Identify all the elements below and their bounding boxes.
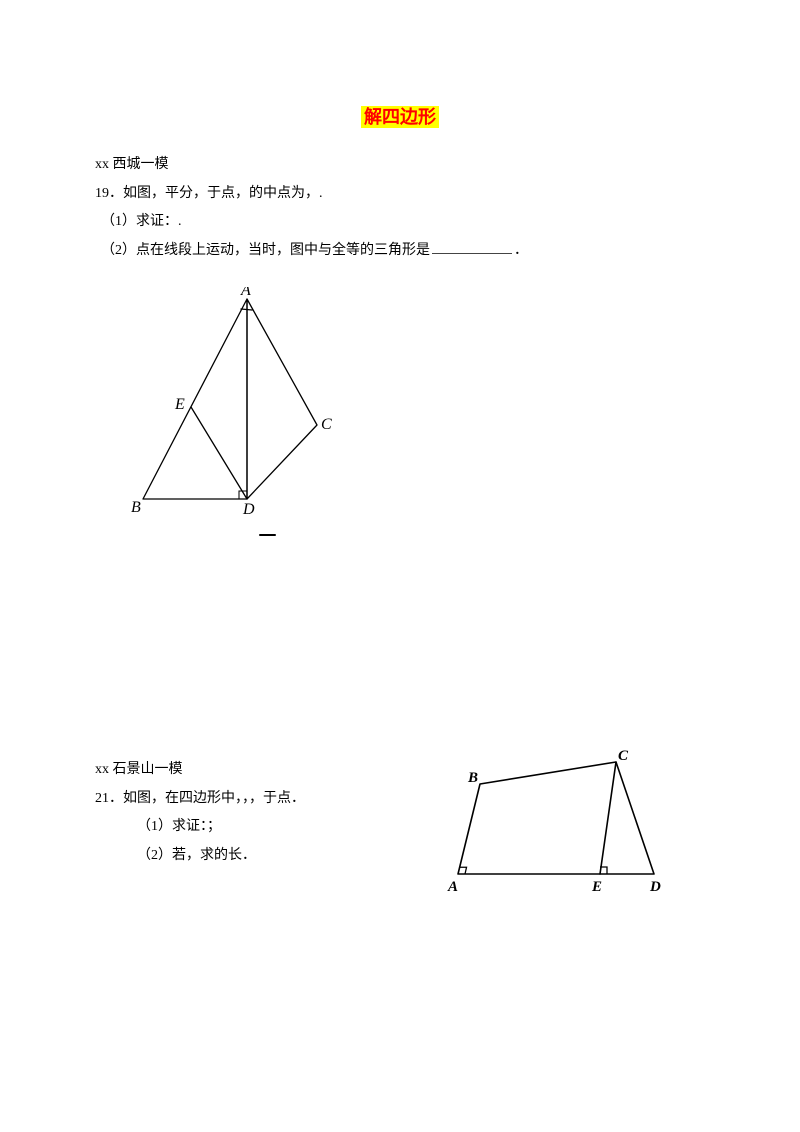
svg-text:C: C bbox=[321, 416, 332, 433]
figure-2: A B C D E bbox=[440, 746, 670, 907]
q1-part2: （2）点在线段上运动，当时，图中与全等的三角形是 ． bbox=[95, 238, 705, 265]
fill-blank bbox=[432, 240, 512, 254]
section1-source: xx 西城一模 bbox=[95, 152, 705, 179]
q1-part2-a: （2）点在线段上运动，当时，图中与全等的三角形是 bbox=[101, 243, 430, 258]
svg-text:A: A bbox=[240, 287, 251, 299]
svg-text:D: D bbox=[242, 501, 255, 518]
figure-1-svg: A B C D E bbox=[125, 287, 355, 547]
svg-text:E: E bbox=[174, 396, 185, 413]
section1-question: 19．如图，平分，于点，的中点为，. bbox=[95, 181, 705, 208]
q2-number: 21． bbox=[95, 791, 123, 806]
q2-text: 如图，在四边形中，，，于点． bbox=[123, 791, 305, 806]
q1-number: 19． bbox=[95, 186, 123, 201]
svg-text:E: E bbox=[591, 879, 602, 895]
page-title: 解四边形 bbox=[95, 100, 705, 134]
q1-part2-b: ． bbox=[514, 243, 528, 258]
q1-text: 如图，平分，于点，的中点为，. bbox=[123, 186, 323, 201]
spacer bbox=[95, 567, 705, 757]
svg-text:C: C bbox=[618, 748, 629, 764]
figure-1: A B C D E bbox=[125, 287, 705, 558]
svg-text:D: D bbox=[649, 879, 661, 895]
svg-text:A: A bbox=[447, 879, 458, 895]
svg-text:B: B bbox=[131, 499, 141, 516]
figure-2-svg: A B C D E bbox=[440, 746, 670, 896]
title-text: 解四边形 bbox=[361, 106, 439, 128]
svg-text:B: B bbox=[467, 770, 478, 786]
q1-part1: （1）求证：. bbox=[95, 209, 705, 236]
